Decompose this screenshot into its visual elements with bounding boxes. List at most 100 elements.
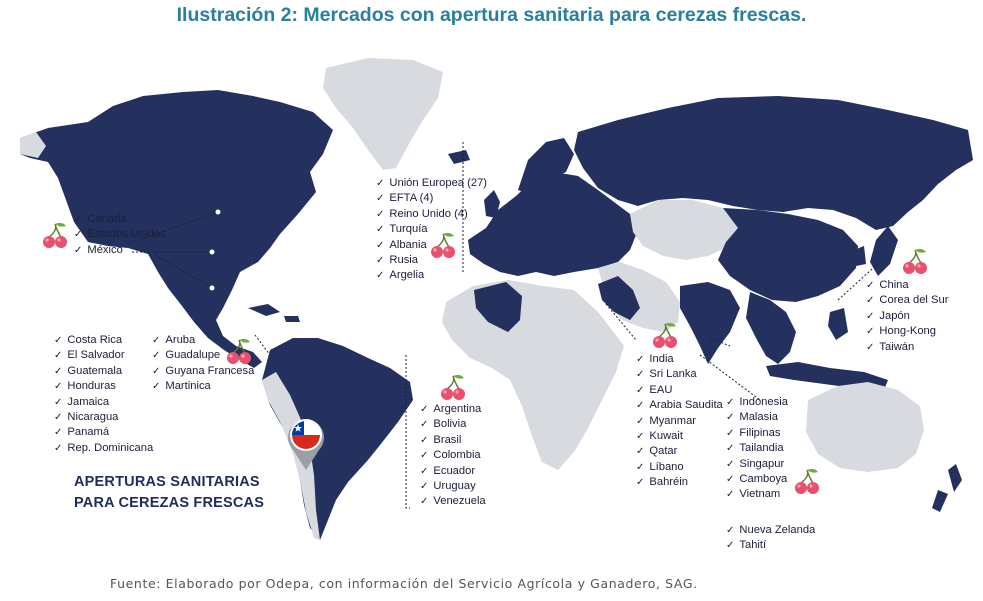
list-item: Turquía [376, 222, 487, 237]
west-coast-south-america [262, 372, 320, 540]
central-asia [630, 200, 738, 260]
cherry-icon [653, 322, 677, 348]
list-item: Guadalupe [152, 348, 254, 363]
list-item: Uruguay [420, 479, 486, 494]
list-item: El Salvador [54, 348, 153, 363]
list-item: Guyana Francesa [152, 364, 254, 379]
list-item: Aruba [152, 333, 254, 348]
iceland [448, 150, 470, 164]
list-item: Martinica [152, 379, 254, 394]
list-item: Venezuela [420, 494, 485, 509]
india [680, 282, 740, 364]
cherry-icon [903, 248, 927, 274]
scandinavia [518, 138, 574, 194]
japan [870, 226, 898, 276]
list-item: Sri Lanka [636, 367, 723, 382]
cherry-icon [43, 222, 67, 248]
australia [806, 382, 924, 472]
saudi-arabia [598, 276, 640, 320]
list-item: Malasia [726, 410, 788, 425]
list-item: Albania [376, 238, 487, 253]
list-item: Singapur [726, 457, 788, 472]
marker-dot [215, 209, 221, 215]
list-item: Filipinas [726, 426, 788, 441]
list-southeast-asia: Indonesia Malasia Filipinas Tailandia Si… [726, 395, 788, 503]
list-item: Qatar [636, 444, 723, 459]
north-america [20, 90, 333, 368]
headline: APERTURAS SANITARIAS PARA CEREZAS FRESCA… [74, 472, 264, 514]
south-america [262, 338, 413, 540]
list-item: Tahití [726, 538, 815, 553]
list-central-america: Costa Rica El Salvador Guatemala Hondura… [54, 333, 153, 456]
list-europe: Unión Europea (27) EFTA (4) Reino Unido … [376, 176, 487, 284]
list-item: Estados Unidos [74, 227, 165, 242]
list-item: Reino Unido (4) [376, 207, 487, 222]
figure-title: Ilustración 2: Mercados con apertura san… [176, 4, 807, 26]
list-item: India [636, 352, 723, 367]
list-middle-east-south-asia: India Sri Lanka EAU Arabia Saudita Myanm… [636, 352, 723, 491]
russia [574, 96, 973, 230]
list-item: Argentina [420, 402, 486, 417]
list-item: Jamaica [54, 395, 153, 410]
caribbean-islands [248, 304, 300, 322]
list-item: Camboya [726, 472, 788, 487]
china [718, 208, 858, 302]
list-item: Myanmar [636, 414, 723, 429]
list-item: Bahréin [636, 475, 723, 490]
list-item: Arabia Saudita [636, 398, 722, 413]
europe [468, 172, 638, 276]
list-item: Brasil [420, 433, 486, 448]
algeria [474, 282, 522, 332]
list-oceania: Nueva Zelanda Tahití [726, 523, 815, 554]
chile-flag-pin-icon [288, 419, 324, 470]
southeast-asia [746, 292, 796, 364]
list-item: México [74, 243, 166, 258]
list-item: Panamá [54, 425, 153, 440]
list-item: Líbano [636, 460, 723, 475]
list-east-asia: China Corea del Sur Japón Hong-Kong Taiw… [866, 278, 948, 355]
new-zealand [932, 464, 962, 512]
list-item: Japón [866, 309, 948, 324]
list-item: Rusia [376, 253, 487, 268]
list-item: Canadá [74, 212, 166, 227]
marker-dot [209, 249, 215, 255]
source-note: Fuente: Elaborado por Odepa, con informa… [110, 576, 698, 591]
list-item: Bolivia [420, 417, 486, 432]
list-item: Tailandia [726, 441, 788, 456]
list-item: Nueva Zelanda [726, 523, 815, 538]
africa [442, 280, 624, 470]
indonesia [766, 362, 888, 390]
sri-lanka [708, 334, 716, 346]
list-item: Corea del Sur [866, 293, 948, 308]
greenland [323, 58, 443, 170]
list-item: Vietnam [726, 487, 788, 502]
list-item: China [866, 278, 948, 293]
cherry-icon [227, 338, 251, 364]
korea [854, 246, 866, 266]
cherry-icon [795, 468, 819, 494]
list-south-america: Argentina Bolivia Brasil Colombia Ecuado… [420, 402, 486, 510]
alaska [20, 132, 46, 158]
list-item: Honduras [54, 379, 153, 394]
list-item: Rep. Dominicana [54, 441, 153, 456]
list-item: Colombia [420, 448, 486, 463]
list-item: Kuwait [636, 429, 723, 444]
cherry-icon [431, 232, 455, 258]
marker-dot [209, 285, 215, 291]
list-item: Ecuador [420, 464, 486, 479]
list-item: Costa Rica [54, 333, 153, 348]
world-map [18, 50, 973, 560]
headline-line: PARA CEREZAS FRESCAS [74, 495, 265, 511]
list-item: Guatemala [54, 364, 153, 379]
list-item: Taiwán [866, 340, 948, 355]
list-item: Indonesia [726, 395, 788, 410]
cherry-icon [441, 374, 465, 400]
list-caribbean: Aruba Guadalupe Guyana Francesa Martinic… [152, 333, 254, 395]
list-north-america: Canadá Estados Unidos México [74, 212, 166, 258]
list-item: Argelia [376, 268, 487, 283]
philippines [828, 308, 848, 340]
list-item: Hong-Kong [866, 324, 948, 339]
list-item: EFTA (4) [376, 191, 487, 206]
uk [484, 190, 500, 218]
headline-line: APERTURAS SANITARIAS [74, 474, 260, 490]
